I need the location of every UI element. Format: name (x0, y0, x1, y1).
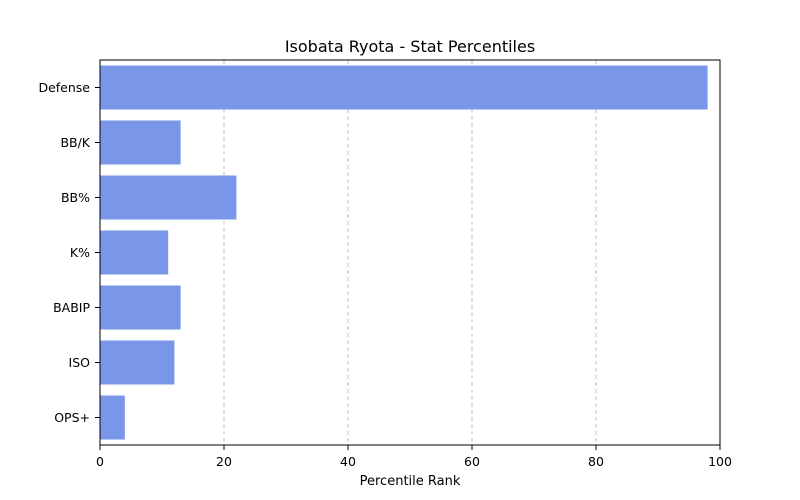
x-tick-label: 0 (96, 454, 104, 469)
bars (100, 65, 708, 440)
x-tick-label: 40 (340, 454, 356, 469)
bar-bb-k (100, 120, 181, 165)
bar-iso (100, 340, 175, 385)
plot-frame (99, 59, 721, 446)
chart-title: Isobata Ryota - Stat Percentiles (285, 37, 535, 56)
y-tick-label: BABIP (53, 300, 90, 315)
y-tick-label: OPS+ (54, 410, 90, 425)
x-axis-ticks: 0 20 40 60 80 100 (96, 445, 732, 469)
y-tick-label: ISO (69, 355, 91, 370)
bar-ops- (100, 395, 125, 440)
x-axis-label: Percentile Rank (360, 474, 461, 489)
y-tick-label: Defense (38, 80, 90, 95)
y-tick-label: K% (70, 245, 90, 260)
y-axis-ticks: Defense BB/K BB% K% BABIP ISO OPS+ (38, 80, 100, 425)
bar-babip (100, 285, 181, 330)
x-tick-label: 80 (588, 454, 604, 469)
y-tick-label: BB% (61, 190, 90, 205)
grid-lines (99, 60, 721, 445)
y-tick-label: BB/K (60, 135, 90, 150)
x-tick-label: 100 (708, 454, 732, 469)
x-tick-label: 60 (464, 454, 480, 469)
bar-defense (100, 65, 708, 110)
x-tick-label: 20 (216, 454, 232, 469)
bar-k- (100, 230, 169, 275)
bar-bb- (100, 175, 237, 220)
